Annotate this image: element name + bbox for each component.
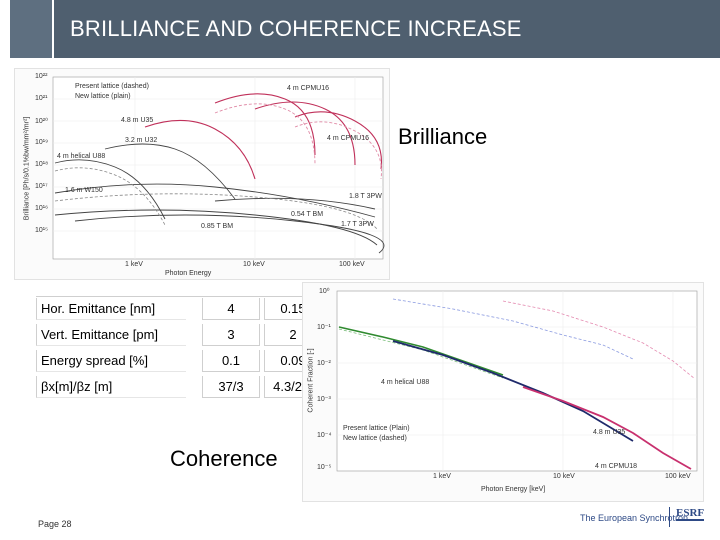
curve-bm-085 (54, 209, 378, 246)
brilliance-annotation: 0.85 T BM (201, 223, 234, 230)
curve-u32 (104, 143, 236, 200)
brilliance-ytick: 10¹⁸ (35, 161, 49, 168)
brilliance-chart: Brilliance [Ph/s/0.1%bw/mm²/mr²] 10²² 10… (14, 68, 390, 280)
brilliance-ylabel: Brilliance [Ph/s/0.1%bw/mm²/mr²] (23, 116, 31, 221)
curve-bm-054 (74, 214, 385, 254)
brilliance-ytick: 10¹⁶ (35, 205, 48, 212)
coherence-legend-new: New lattice (dashed) (343, 435, 407, 442)
param-present-value: 4 (202, 298, 260, 320)
parameters-table: Hor. Emittance [nm] 4 0.15 Vert. Emittan… (36, 296, 322, 400)
curve-cpmu16-b (254, 101, 356, 166)
coherence-annotation: 4.8 m U35 (593, 429, 626, 436)
brilliance-chart-svg (52, 76, 385, 260)
brilliance-annotation: 4.8 m U35 (121, 117, 154, 124)
brilliance-annotation: 1.8 T 3PW (349, 193, 382, 200)
brilliance-annotation: 1.7 T 3PW (341, 221, 374, 228)
curve-coherence-u35 (392, 340, 634, 442)
brilliance-annotation: 1.6 m W150 (65, 187, 103, 194)
param-present-value: 37/3 (202, 376, 260, 398)
table-row: βx[m]/βz [m] 37/3 4.3/2.6 (36, 374, 322, 400)
table-row: Energy spread [%] 0.1 0.09 (36, 348, 322, 374)
brilliance-ytick: 10²⁰ (35, 118, 48, 125)
curve-cpmu16-c (294, 111, 383, 170)
brilliance-annotation: 4 m helical U88 (57, 153, 106, 160)
curve-u35 (144, 119, 256, 180)
coherence-annotation: 4 m helical U88 (381, 379, 430, 386)
brilliance-annotation: 4 m CPMU16 (287, 85, 330, 92)
param-label: βx[m]/βz [m] (36, 376, 186, 398)
coherence-chart-svg (336, 290, 698, 472)
curve-coherence-cpmu18 (522, 386, 692, 470)
footer-divider (669, 507, 670, 527)
coherence-ytick: 10⁻¹ (317, 324, 331, 331)
coherence-ytick: 10⁻³ (317, 396, 331, 403)
brilliance-ytick: 10¹⁷ (35, 183, 48, 190)
coherence-legend-present: Present lattice (Plain) (343, 425, 410, 432)
param-present-value: 0.1 (202, 350, 260, 372)
organization-name: The European Synchrotron (580, 513, 689, 523)
coherence-xtick: 100 keV (665, 473, 691, 480)
slide-header: BRILLIANCE AND COHERENCE INCREASE (0, 0, 720, 62)
coherence-ylabel: Coherent Fraction [-] (307, 348, 315, 413)
coherence-ytick: 10⁻⁵ (317, 464, 332, 471)
coherence-xtick: 10 keV (553, 473, 575, 480)
param-label: Energy spread [%] (36, 350, 186, 372)
param-present-value: 3 (202, 324, 260, 346)
brilliance-legend-new: New lattice (plain) (75, 93, 131, 100)
brilliance-label: Brilliance (398, 124, 488, 149)
curve-w150 (54, 183, 376, 218)
coherence-annotation: 4 m CPMU18 (595, 463, 638, 470)
brilliance-xtick: 1 keV (125, 261, 143, 268)
brilliance-annotation: 0.54 T BM (291, 211, 324, 218)
coherence-chart: Coherent Fraction [-] 10⁰ 10⁻¹ 10⁻² 10⁻³… (302, 282, 704, 502)
curve-coherence-u88 (338, 326, 504, 376)
brilliance-ytick: 10¹⁵ (35, 227, 49, 234)
page-number: Page 28 (38, 519, 72, 529)
coherence-ytick: 10⁻² (317, 360, 331, 367)
coherence-xlabel: Photon Energy [keV] (481, 486, 546, 493)
table-row: Vert. Emittance [pm] 3 2 (36, 322, 322, 348)
brilliance-ytick: 10²² (35, 73, 48, 80)
brilliance-ytick: 10¹⁹ (35, 139, 49, 146)
curve-cpmu16-a (214, 93, 316, 156)
curve-3pw (214, 197, 376, 210)
brilliance-xlabel: Photon Energy (165, 270, 212, 277)
table-row: Hor. Emittance [nm] 4 0.15 (36, 296, 322, 322)
page-title: BRILLIANCE AND COHERENCE INCREASE (70, 16, 522, 41)
param-label: Hor. Emittance [nm] (36, 298, 186, 320)
brilliance-legend-present: Present lattice (dashed) (75, 83, 149, 90)
coherence-xtick: 1 keV (433, 473, 451, 480)
header-title-block (54, 0, 720, 58)
param-label: Vert. Emittance [pm] (36, 324, 186, 346)
header-accent-stripe (10, 0, 52, 58)
esrf-logo: ESRF (676, 507, 705, 521)
brilliance-ytick: 10²¹ (35, 95, 48, 102)
brilliance-xtick: 100 keV (339, 261, 365, 268)
coherence-label: Coherence (170, 446, 278, 471)
coherence-ytick: 10⁰ (319, 288, 330, 295)
brilliance-annotation: 3.2 m U32 (125, 137, 158, 144)
brilliance-xtick: 10 keV (243, 261, 265, 268)
coherence-ytick: 10⁻⁴ (317, 432, 332, 439)
curve-u88 (54, 159, 166, 220)
brilliance-annotation: 4 m CPMU16 (327, 135, 370, 142)
